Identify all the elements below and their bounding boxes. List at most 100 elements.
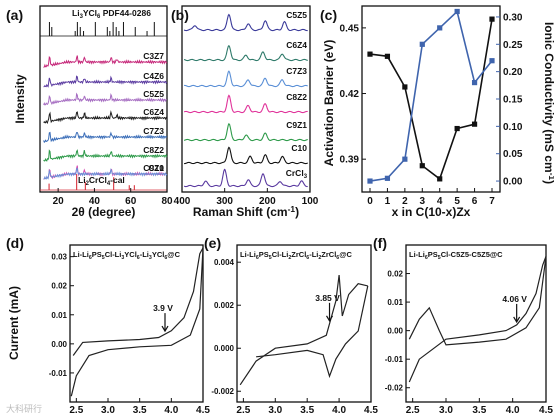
y-tick-label: 0.02 [387,270,403,279]
series-marker [489,58,495,64]
series-marker [402,84,408,90]
panel-d-title-part: 3 [149,255,152,261]
x-tick-label: 3.5 [133,405,147,416]
panel-e-frame [236,244,372,403]
x-tick-label: 2 [402,196,408,207]
series-label-part: Li [78,175,86,185]
x-tick-label: 2.5 [236,405,250,416]
cv-oxidation-curve [72,247,204,356]
series-label-part: 2 [86,181,90,187]
x-tick-label: 3.0 [101,405,115,416]
series-label: Li2CrCl4-cal [78,175,125,187]
y2-tick-label: 0.25 [503,40,523,51]
series-marker [384,53,391,59]
series-label: C9Z1 [143,163,164,173]
annotation-label: 4.06 V [502,294,527,304]
annotation-arrowhead [326,315,334,323]
x-tick-label: 3.5 [300,405,314,416]
series-line [184,146,308,165]
series-line [43,149,168,162]
x-tick-label: 6 [472,196,478,207]
panel-c-letter: (c) [320,7,337,23]
series-label: C10 [291,143,307,153]
series-marker [402,156,408,162]
panel-e-title-part: @C [339,250,352,259]
panel-d-title-part: @C [167,250,180,259]
series-marker [471,121,478,127]
series-line [43,167,168,180]
x-tick-label: 200 [259,196,276,207]
y2-axis-title-part: -1 [547,173,554,181]
series-line [369,18,493,181]
series-label-part: CrCl [286,168,304,178]
panel-d-title-part: 6 [164,255,167,261]
panel-d-title-part: Cl-Li [105,250,122,259]
panel-d-title-part: PS [92,250,102,259]
series-label: C9Z1 [286,120,307,130]
y-tick-label: 0.02 [51,282,67,291]
x-axis-title-part: ) [295,205,299,219]
y-tick-label: 0.45 [340,23,360,34]
reference-label-part: YCl [83,8,97,18]
x-axis-title: 2θ (degree) [72,205,136,219]
panel-d-title-part: 6 [89,255,92,261]
y2-tick-label: 0.30 [503,12,523,23]
panel-f-title-part: 6 [425,255,428,261]
panel-b: (b) C5Z5 C6Z4 C7Z3 C8Z2 C9Z1 C10 CrCl3 400 300 200… [171,5,319,219]
annotation-label: 3.85 V [315,293,340,303]
series-marker [454,8,460,15]
series-label: C4Z6 [143,71,164,81]
series-line [183,94,308,114]
x-tick-label: 3.0 [439,405,453,416]
panel-d-title-part: 5 [102,255,105,261]
x-tick-label: 4.5 [539,405,553,416]
cv-oxidation-curve [239,275,368,386]
series-line [183,122,308,142]
series-label-part: -cal [110,175,125,185]
annotation-label: 3.9 V [153,303,173,313]
y-axis-title: Activation Barrier (eV) [322,40,336,167]
series-label: C5Z5 [286,10,307,20]
y2-axis-title: Ionic Conductivity (mS cm-1) [542,22,554,184]
y-axis-title: Intensity [13,74,27,124]
y2-tick-label: 0.00 [503,177,523,188]
series-line [43,92,168,106]
y2-tick-label: 0.05 [503,149,523,160]
y-tick-label: 0.000 [214,344,235,353]
x-tick-label: 300 [216,196,233,207]
x-tick-label: 80 [161,196,173,207]
series-line [183,44,308,62]
y-tick-label: -0.01 [49,369,68,378]
y-tick-label: 0.42 [340,89,360,100]
series-label-part: 3 [304,174,308,180]
series-line [184,70,308,88]
reference-label-part: 6 [97,14,101,20]
series-marker [471,79,478,86]
panel-f: (f) 2.5 3.0 3.5 4.0 4.5 -0.02 -0.01 0.00 0.01 0.02… [373,235,553,416]
series-marker [437,25,443,31]
x-tick-label: 3.0 [268,405,282,416]
panel-e: (e) 2.5 3.0 3.5 4.0 4.5 -0.002 0.000 0.002 0.004 L… [204,235,378,416]
y-tick-label: 0.00 [51,340,67,349]
series-label: C7Z3 [143,126,164,136]
panel-d-frame [69,244,204,403]
series-label: C6Z4 [143,107,164,117]
panel-d-title-part: 6 [137,255,140,261]
y-tick-label: -0.002 [211,387,234,396]
x-tick-label: 7 [489,196,495,207]
y-tick-label: 0.002 [214,301,235,310]
panel-d-title-part: 3 [121,255,124,261]
y-tick-label: 0.00 [387,327,403,336]
series-line [43,75,168,88]
cv-reduction-curve [70,247,204,397]
y2-axis-title-part: Ionic Conductivity (mS cm [542,22,554,173]
series-label: C8Z2 [143,145,164,155]
series-label-part: CrCl [89,175,107,185]
panel-d-title-part: YCl [124,250,137,259]
series-line [43,131,168,144]
panel-d-title-part: Li-Li [73,250,89,259]
series-line [43,110,168,125]
panel-e-title-part: 2 [318,255,321,261]
x-tick-label: 4 [437,196,443,207]
panel-e-title-part: 6 [256,255,259,261]
